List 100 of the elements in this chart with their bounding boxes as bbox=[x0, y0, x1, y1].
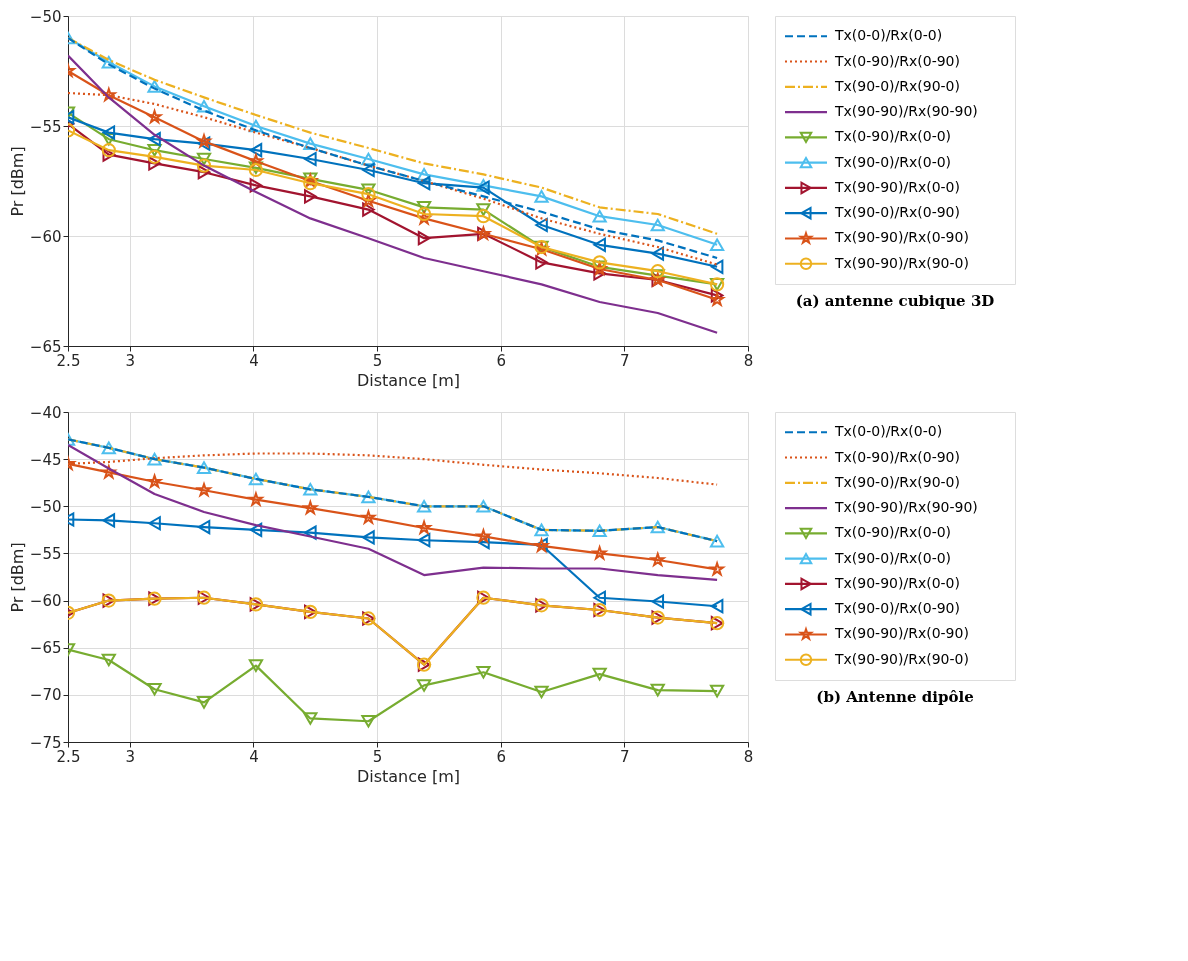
point bbox=[147, 143, 162, 157]
legend-label: Tx(90-90)/Rx(0-0) bbox=[834, 574, 960, 591]
point bbox=[592, 667, 607, 681]
point bbox=[474, 527, 493, 544]
point bbox=[362, 162, 375, 178]
point bbox=[247, 490, 265, 508]
legend-label: Tx(90-90)/Rx(90-0) bbox=[834, 650, 969, 667]
legend-label: Tx(0-90)/Rx(0-0) bbox=[834, 128, 952, 145]
point bbox=[147, 80, 162, 93]
point bbox=[710, 288, 724, 303]
point bbox=[416, 201, 432, 214]
legend-label: Tx(90-90)/Rx(0-90) bbox=[834, 229, 969, 246]
point bbox=[248, 472, 264, 486]
y-tick-label: −50 bbox=[29, 497, 62, 516]
legend-label: Tx(90-90)/Rx(0-0) bbox=[834, 178, 960, 195]
point bbox=[592, 255, 607, 270]
legend-label: Tx(90-0)/Rx(0-90) bbox=[834, 204, 960, 221]
point bbox=[651, 246, 665, 261]
legend-label: Tx(90-0)/Rx(0-90) bbox=[834, 600, 960, 617]
point bbox=[592, 524, 607, 538]
point bbox=[304, 525, 317, 540]
point bbox=[147, 149, 162, 164]
x-axis-title: Distance [m] bbox=[356, 766, 461, 786]
text: (b) Antenne dipôle bbox=[816, 688, 974, 706]
x-tick-label: 5 bbox=[372, 351, 383, 370]
point bbox=[249, 143, 263, 158]
point bbox=[361, 152, 376, 166]
x-tick-label: 4 bbox=[249, 747, 259, 766]
legend-label: Tx(90-90)/Rx(90-0) bbox=[834, 254, 969, 271]
y-tick-label: −60 bbox=[29, 592, 62, 611]
y-tick-label: −70 bbox=[29, 686, 62, 705]
point bbox=[101, 88, 116, 102]
point bbox=[710, 292, 724, 306]
point bbox=[147, 452, 162, 466]
point bbox=[248, 659, 264, 672]
text: (a) antenne cubique 3D bbox=[795, 292, 995, 310]
y-tick-label: −65 bbox=[29, 639, 62, 658]
point bbox=[591, 544, 609, 561]
y-axis-title: Pr [dBm] bbox=[7, 146, 27, 217]
point bbox=[248, 119, 264, 133]
point bbox=[102, 147, 116, 162]
point bbox=[593, 266, 606, 281]
point bbox=[102, 125, 116, 140]
point bbox=[650, 218, 665, 232]
point bbox=[303, 712, 318, 725]
point bbox=[534, 190, 549, 203]
point bbox=[197, 165, 211, 180]
point bbox=[709, 238, 725, 252]
point bbox=[148, 132, 161, 147]
point bbox=[361, 187, 376, 202]
x-tick-label: 2.5 bbox=[56, 351, 81, 370]
x-tick-label: 5 bbox=[372, 747, 383, 766]
x-tick-label: 7 bbox=[620, 747, 630, 766]
x-tick-label: 7 bbox=[620, 351, 630, 370]
point bbox=[101, 441, 116, 455]
x-tick-label: 3 bbox=[125, 747, 136, 766]
point bbox=[101, 653, 116, 667]
point bbox=[147, 682, 162, 696]
x-tick-label: 3 bbox=[125, 351, 136, 370]
y-tick-label: −40 bbox=[29, 403, 62, 422]
x-tick-label: 6 bbox=[496, 351, 506, 370]
point bbox=[101, 55, 116, 69]
point bbox=[535, 255, 548, 270]
point bbox=[476, 203, 491, 216]
point bbox=[417, 176, 431, 191]
point bbox=[650, 520, 665, 534]
point bbox=[362, 530, 375, 545]
point bbox=[476, 209, 491, 224]
point bbox=[416, 499, 432, 513]
point bbox=[476, 499, 491, 513]
point bbox=[303, 483, 318, 496]
y-tick-label: −60 bbox=[29, 227, 62, 246]
point bbox=[148, 156, 161, 171]
point bbox=[417, 211, 431, 225]
x-tick-label: 4 bbox=[249, 351, 259, 370]
x-axis-title: Distance [m] bbox=[356, 370, 461, 390]
point bbox=[196, 158, 212, 173]
x-tick-label: 2.5 bbox=[56, 747, 81, 766]
legend-label: Tx(0-90)/Rx(0-90) bbox=[834, 448, 960, 465]
point bbox=[101, 143, 116, 158]
point bbox=[709, 534, 725, 548]
y-tick-label: −55 bbox=[29, 117, 62, 136]
point bbox=[196, 152, 212, 166]
point bbox=[361, 191, 377, 208]
legend-label: Tx(90-90)/Rx(90-90) bbox=[834, 103, 978, 120]
point bbox=[303, 176, 318, 191]
point bbox=[650, 683, 665, 697]
point bbox=[196, 461, 212, 474]
point bbox=[361, 490, 376, 504]
point bbox=[148, 516, 161, 531]
point bbox=[303, 137, 318, 150]
point bbox=[304, 151, 317, 167]
legend-label: Tx(90-0)/Rx(90-0) bbox=[834, 473, 960, 490]
point bbox=[535, 217, 548, 233]
point bbox=[417, 533, 431, 548]
legend-label: Tx(90-0)/Rx(0-0) bbox=[834, 549, 952, 566]
y-tick-label: −45 bbox=[29, 450, 62, 469]
point bbox=[146, 472, 164, 490]
point bbox=[416, 206, 432, 222]
x-tick-label: 8 bbox=[743, 747, 754, 766]
